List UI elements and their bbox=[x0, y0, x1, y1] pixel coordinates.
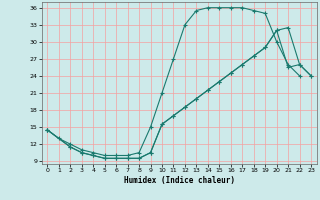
X-axis label: Humidex (Indice chaleur): Humidex (Indice chaleur) bbox=[124, 176, 235, 185]
